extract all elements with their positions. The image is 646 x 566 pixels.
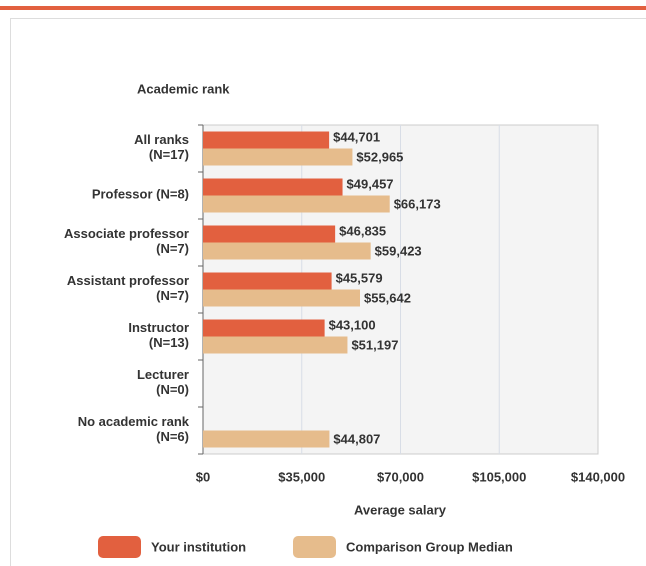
x-tick-label: $35,000 [278,469,325,484]
x-axis-label: Average salary [354,502,447,517]
y-tick-label-line: Professor (N=8) [92,187,189,202]
bar [203,195,390,213]
y-tick-label-line: Lecturer [137,367,189,382]
value-label: $55,642 [364,290,411,305]
value-label: $52,965 [356,149,403,164]
legend-swatch [293,536,336,558]
bar [203,430,330,448]
y-tick-label-line: (N=17) [149,147,189,162]
y-tick-label-line: (N=13) [149,335,189,350]
legend-label: Comparison Group Median [346,539,513,554]
value-label: $51,197 [351,337,398,352]
y-tick-label: Associate professor (N=7) [64,226,189,256]
y-tick-label: No academic rank (N=6) [78,414,190,444]
legend-swatch [98,536,141,558]
y-tick-label-line: (N=6) [156,429,189,444]
y-tick-label-line: Instructor [128,320,189,335]
bar [203,242,371,260]
legend-label: Your institution [151,539,246,554]
bar [203,225,336,243]
bar [203,178,343,196]
bar [203,319,325,337]
value-label: $49,457 [347,176,394,191]
value-label: $45,579 [336,270,383,285]
bar [203,148,353,166]
y-tick-label-line: (N=7) [156,241,189,256]
value-label: $44,807 [333,431,380,446]
x-tick-label: $105,000 [472,469,526,484]
y-tick-label-line: No academic rank [78,414,190,429]
top-bar [0,6,646,10]
chart-title: Academic rank [137,81,230,96]
value-label: $59,423 [375,243,422,258]
y-tick-label: Professor (N=8) [92,187,189,202]
value-label: $46,835 [339,223,386,238]
y-tick-label-line: Associate professor [64,226,189,241]
y-tick-label: Instructor (N=13) [128,320,189,350]
y-tick-label-line: (N=0) [156,382,189,397]
x-tick-label: $70,000 [377,469,424,484]
y-tick-label-line: Assistant professor [67,273,189,288]
bar [203,289,360,307]
x-tick-label: $140,000 [571,469,625,484]
y-tick-label: All ranks (N=17) [134,132,189,162]
value-label: $44,701 [333,129,380,144]
y-tick-label: Assistant professor (N=7) [67,273,189,303]
frame [10,18,646,566]
bar [203,272,332,290]
bar [203,131,330,149]
bar [203,336,348,354]
x-tick-label: $0 [196,469,210,484]
y-tick-label-line: All ranks [134,132,189,147]
y-tick-label-line: (N=7) [156,288,189,303]
y-tick-label: Lecturer (N=0) [137,367,189,397]
value-label: $66,173 [394,196,441,211]
value-label: $43,100 [329,317,376,332]
